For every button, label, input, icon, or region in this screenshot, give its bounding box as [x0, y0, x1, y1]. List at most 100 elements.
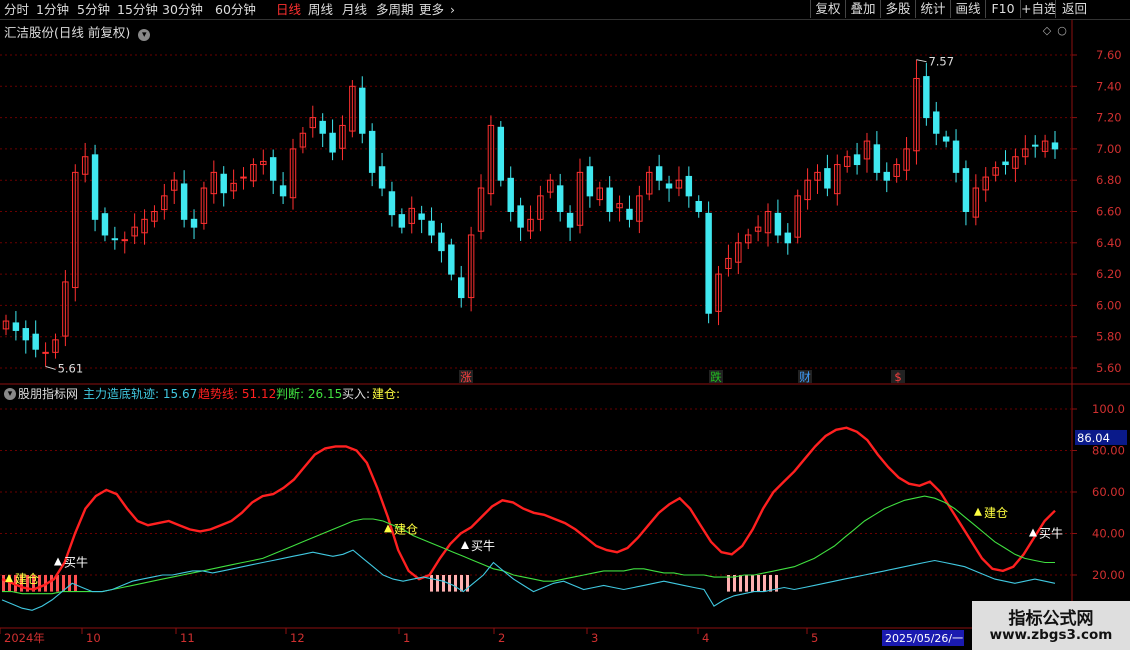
timeframe-10[interactable]: 更多	[419, 2, 445, 17]
candlestick	[319, 120, 326, 134]
candlestick	[1012, 156, 1019, 169]
timeframe-7[interactable]: 周线	[308, 2, 334, 17]
price-title-text: 汇洁股份(日线 前复权)	[4, 25, 131, 40]
signal-triangle	[5, 574, 13, 583]
date-label: 2024年	[4, 631, 45, 645]
candlestick	[537, 195, 544, 220]
toolbar-button-6[interactable]: +自选	[1020, 0, 1057, 18]
signal-bar	[733, 575, 736, 592]
candlestick	[715, 273, 722, 312]
legend-item-0: 主力造底轨迹: 15.67	[83, 387, 198, 401]
signal-triangle	[461, 540, 469, 549]
candlestick	[863, 140, 871, 160]
signal-bar	[430, 575, 433, 592]
candlestick	[438, 232, 445, 252]
candlestick	[458, 277, 465, 299]
price-tick-label: 5.60	[1096, 361, 1122, 375]
candlestick	[448, 244, 455, 275]
signal-bar	[2, 575, 5, 592]
candlestick	[269, 157, 277, 181]
timeframe-6[interactable]: 日线	[276, 2, 302, 17]
timeframe-9[interactable]: 多周期	[376, 2, 414, 17]
candlestick	[636, 195, 643, 222]
candlestick	[913, 77, 920, 152]
candlestick	[933, 111, 940, 134]
candlestick	[91, 154, 99, 220]
candlestick	[962, 168, 970, 213]
date-label: 11	[180, 631, 195, 645]
toolbar-button-5[interactable]: F10	[985, 0, 1020, 18]
price-panel-title: 汇洁股份(日线 前复权) ▾	[4, 22, 151, 41]
signal-bar	[763, 575, 766, 592]
candlestick	[368, 130, 376, 173]
candlestick	[517, 205, 524, 228]
chevron-down-icon: ▾	[4, 388, 16, 400]
toolbar-button-0[interactable]: 复权	[810, 0, 845, 18]
candlestick	[527, 218, 534, 232]
candlestick	[655, 166, 663, 181]
timeframe-0[interactable]: 分时	[4, 2, 30, 17]
date-label: 1	[403, 631, 410, 645]
candlestick	[566, 212, 574, 228]
candlestick	[131, 226, 138, 237]
candlestick	[22, 328, 30, 341]
signal-bar	[745, 575, 748, 592]
signal-bar	[62, 575, 65, 592]
signal-bar	[20, 575, 23, 592]
timeframe-2[interactable]: 5分钟	[77, 2, 110, 17]
toolbar-button-3[interactable]: 统计	[915, 0, 950, 18]
watermark-url: www.zbgs3.com	[989, 627, 1113, 643]
candlestick	[81, 156, 89, 175]
candlestick	[240, 176, 247, 179]
chevron-down-icon[interactable]: ▾	[138, 29, 151, 41]
candlestick	[378, 166, 386, 189]
signal-bar	[775, 575, 778, 592]
chart-area: 7.60 7.40 7.20 7.00 6.80 6.60 6.40 6.20 6.00 5.80…	[0, 20, 1130, 646]
toolbar: 分时 1分钟 5分钟 15分钟 30分钟 60分钟 日线 周线 月线 多周期 更多 › 复权 叠加 多股 统计…	[0, 0, 1130, 20]
date-label: 5	[811, 631, 818, 645]
timeframe-3[interactable]: 15分钟	[117, 2, 158, 17]
legend-item-1: 趋势线: 51.12	[198, 387, 277, 401]
candlestick	[111, 238, 119, 241]
timeframe-4[interactable]: 30分钟	[162, 2, 203, 17]
candlestick	[180, 183, 188, 220]
low-pointer	[45, 365, 56, 370]
signal-triangle	[384, 524, 392, 533]
toolbar-button-7[interactable]: 返回	[1055, 0, 1093, 18]
candlestick	[1031, 144, 1039, 147]
candlestick	[101, 213, 109, 236]
candlestick	[1022, 148, 1029, 158]
timeframe-8[interactable]: 月线	[342, 2, 368, 17]
timeframe-5[interactable]: 60分钟	[215, 2, 256, 17]
event-marker: $	[894, 370, 901, 384]
signal-bar	[26, 575, 29, 592]
candlestick	[556, 185, 564, 212]
current-value-box	[1075, 429, 1127, 445]
signal-bar	[56, 575, 59, 592]
toolbar-button-4[interactable]: 画线	[950, 0, 985, 18]
price-tick-label: 6.40	[1096, 236, 1122, 250]
toolbar-button-2[interactable]: 多股	[880, 0, 915, 18]
toolbar-button-1[interactable]: 叠加	[845, 0, 880, 18]
indicator-tick-label: 100.0	[1092, 402, 1125, 416]
signal-bar	[50, 575, 53, 592]
candlestick	[794, 195, 801, 238]
candlestick	[497, 126, 505, 181]
candlestick	[309, 117, 317, 129]
chevron-right-icon[interactable]: ›	[450, 2, 455, 17]
candlestick	[230, 182, 237, 192]
candlestick	[428, 220, 435, 236]
candlestick	[260, 160, 267, 166]
candlestick	[942, 136, 950, 142]
signal-label: 买牛	[471, 538, 495, 553]
candlestick	[784, 232, 792, 244]
candlestick	[1051, 142, 1059, 150]
candlestick	[853, 154, 861, 166]
candlestick	[398, 214, 406, 228]
current-value-label: 86.04	[1077, 431, 1110, 445]
signal-bar	[769, 575, 772, 592]
event-marker-bg	[709, 370, 723, 383]
timeframe-1[interactable]: 1分钟	[36, 2, 69, 17]
candlestick	[744, 234, 752, 244]
signal-label: 买牛	[1039, 526, 1063, 541]
